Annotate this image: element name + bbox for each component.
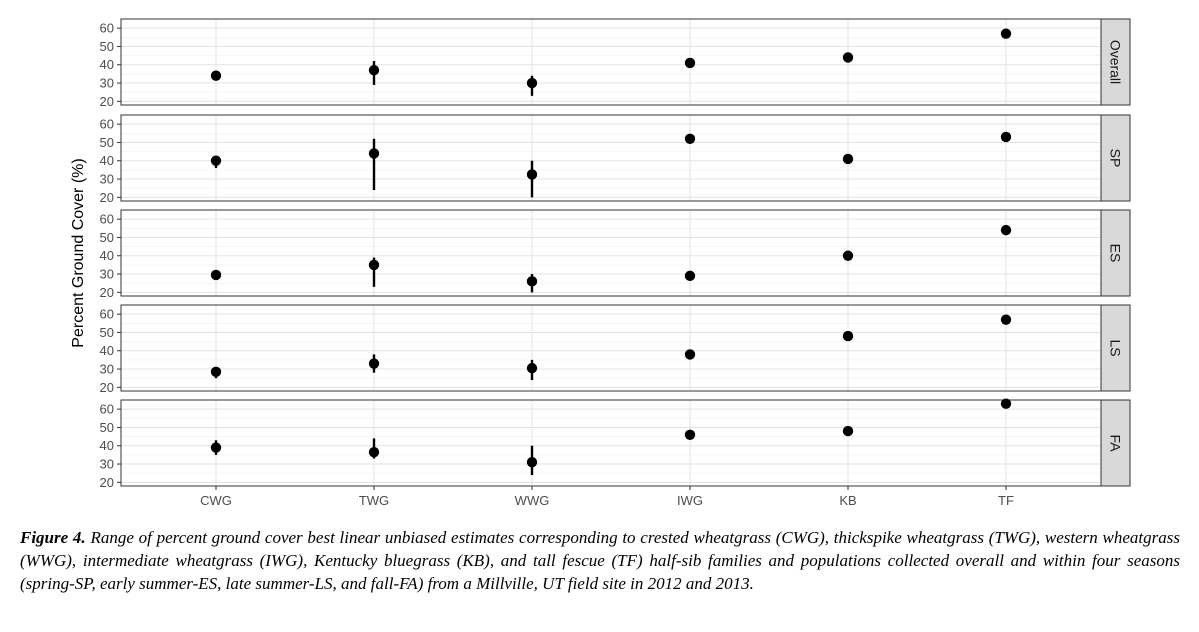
data-point bbox=[1000, 398, 1012, 409]
x-tick-label: TWG bbox=[359, 493, 389, 508]
y-tick-label: 20 bbox=[100, 285, 114, 300]
data-point bbox=[368, 446, 380, 458]
facet-strip bbox=[1100, 18, 1131, 106]
data-point bbox=[1000, 314, 1012, 325]
facet-strip bbox=[1100, 114, 1131, 202]
facet-strip bbox=[1100, 209, 1131, 297]
y-tick-label: 60 bbox=[100, 212, 114, 227]
panel-fa: 20 30 40 50 60 FA bbox=[100, 398, 1131, 490]
facet-strip bbox=[1100, 304, 1131, 392]
y-tick-label: 50 bbox=[100, 230, 114, 245]
data-point bbox=[684, 270, 696, 282]
y-tick-label: 30 bbox=[100, 267, 114, 282]
y-tick-label: 50 bbox=[100, 39, 114, 54]
data-point bbox=[842, 250, 854, 261]
data-point bbox=[368, 358, 380, 369]
data-point bbox=[210, 366, 222, 377]
y-tick-label: 20 bbox=[100, 380, 114, 395]
y-tick-label: 30 bbox=[100, 76, 114, 91]
data-point bbox=[368, 65, 380, 76]
caption-text: Range of percent ground cover best linea… bbox=[20, 528, 1181, 593]
facet-strip-label: Overall bbox=[1108, 40, 1124, 84]
y-tick-label: 40 bbox=[100, 343, 114, 358]
data-point bbox=[842, 52, 854, 63]
data-point bbox=[210, 155, 222, 166]
x-axis-ticks: CWG TWG WWG IWG KB TF bbox=[200, 486, 1014, 508]
figure-caption: Figure 4. Range of percent ground cover … bbox=[20, 526, 1180, 595]
data-point bbox=[842, 330, 854, 342]
panel-overall: 20 30 40 50 60 Overall bbox=[100, 18, 1131, 109]
figure-label: Figure 4. bbox=[20, 528, 86, 547]
data-point bbox=[210, 70, 222, 81]
data-point bbox=[526, 457, 538, 468]
y-tick-label: 40 bbox=[100, 153, 114, 168]
y-axis-title: Percent Ground Cover (%) bbox=[70, 158, 87, 347]
y-tick-label: 30 bbox=[100, 457, 114, 472]
panel-sp: 20 30 40 50 60 SP bbox=[100, 114, 1131, 205]
facet-strip-label: LS bbox=[1108, 339, 1124, 356]
facet-strip-label: SP bbox=[1108, 149, 1124, 168]
panel-background bbox=[121, 115, 1101, 201]
y-tick-label: 60 bbox=[100, 402, 114, 417]
x-tick-label: WWG bbox=[515, 493, 550, 508]
data-point bbox=[842, 153, 854, 165]
faceted-dot-chart: Percent Ground Cover (%) 20 30 40 50 60 Overa… bbox=[70, 18, 1131, 508]
data-point bbox=[368, 148, 380, 159]
data-point bbox=[526, 169, 538, 180]
data-point bbox=[1000, 224, 1012, 236]
y-tick-label: 40 bbox=[100, 57, 114, 72]
data-point bbox=[526, 276, 538, 287]
y-tick-label: 40 bbox=[100, 438, 114, 453]
data-point bbox=[684, 429, 696, 440]
data-point bbox=[210, 442, 222, 453]
y-tick-label: 60 bbox=[100, 307, 114, 322]
x-tick-label: CWG bbox=[200, 493, 232, 508]
x-tick-label: TF bbox=[998, 493, 1014, 508]
y-tick-label: 50 bbox=[100, 420, 114, 435]
facet-strip-label: FA bbox=[1108, 434, 1124, 452]
data-point bbox=[210, 269, 222, 281]
panel-ls: 20 30 40 50 60 LS bbox=[100, 304, 1131, 395]
panel-background bbox=[121, 210, 1101, 296]
facet-strip-label: ES bbox=[1108, 244, 1124, 263]
x-tick-label: KB bbox=[839, 493, 856, 508]
y-tick-label: 50 bbox=[100, 135, 114, 150]
panel-background bbox=[121, 305, 1101, 391]
y-tick-label: 20 bbox=[100, 190, 114, 205]
data-point bbox=[1000, 131, 1012, 143]
facet-strip bbox=[1100, 399, 1131, 487]
y-tick-label: 40 bbox=[100, 248, 114, 263]
x-tick-label: IWG bbox=[677, 493, 703, 508]
data-point bbox=[368, 259, 380, 271]
panel-es: 20 30 40 50 60 ES bbox=[100, 209, 1131, 300]
y-tick-label: 20 bbox=[100, 94, 114, 109]
y-tick-label: 50 bbox=[100, 325, 114, 340]
data-point bbox=[526, 77, 538, 89]
y-tick-label: 20 bbox=[100, 475, 114, 490]
y-tick-label: 60 bbox=[100, 117, 114, 132]
panel-background bbox=[121, 19, 1101, 105]
y-tick-label: 30 bbox=[100, 362, 114, 377]
data-point bbox=[1000, 28, 1012, 39]
data-point bbox=[526, 362, 538, 374]
y-tick-label: 30 bbox=[100, 172, 114, 187]
data-point bbox=[684, 349, 696, 360]
y-tick-label: 60 bbox=[100, 21, 114, 36]
data-point bbox=[684, 133, 696, 144]
panel-background bbox=[121, 400, 1101, 486]
data-point bbox=[842, 425, 854, 437]
panels: 20 30 40 50 60 Overall 20 30 40 50 60 SP 20 30 40 50 60 E… bbox=[100, 18, 1131, 490]
data-point bbox=[684, 57, 696, 69]
